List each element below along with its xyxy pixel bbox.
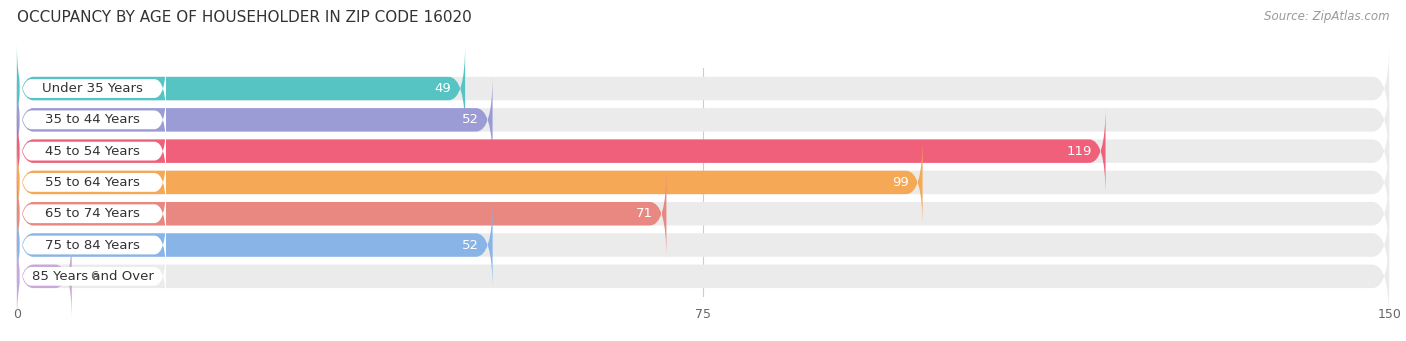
FancyBboxPatch shape — [17, 106, 1105, 196]
FancyBboxPatch shape — [17, 75, 1389, 164]
FancyBboxPatch shape — [17, 232, 1389, 321]
Text: 119: 119 — [1066, 145, 1092, 158]
FancyBboxPatch shape — [17, 232, 72, 321]
FancyBboxPatch shape — [17, 201, 1389, 290]
Text: 75 to 84 Years: 75 to 84 Years — [45, 239, 141, 252]
Text: Under 35 Years: Under 35 Years — [42, 82, 143, 95]
Text: 85 Years and Over: 85 Years and Over — [32, 270, 153, 283]
FancyBboxPatch shape — [17, 106, 1389, 196]
FancyBboxPatch shape — [17, 138, 1389, 227]
Text: OCCUPANCY BY AGE OF HOUSEHOLDER IN ZIP CODE 16020: OCCUPANCY BY AGE OF HOUSEHOLDER IN ZIP C… — [17, 10, 471, 25]
FancyBboxPatch shape — [20, 90, 166, 150]
Text: 52: 52 — [461, 239, 479, 252]
FancyBboxPatch shape — [17, 44, 465, 133]
FancyBboxPatch shape — [20, 215, 166, 275]
Text: 65 to 74 Years: 65 to 74 Years — [45, 207, 141, 220]
FancyBboxPatch shape — [17, 169, 666, 258]
FancyBboxPatch shape — [20, 121, 166, 181]
FancyBboxPatch shape — [17, 138, 922, 227]
Text: 49: 49 — [434, 82, 451, 95]
Text: 71: 71 — [636, 207, 652, 220]
FancyBboxPatch shape — [20, 184, 166, 244]
Text: 99: 99 — [891, 176, 908, 189]
Text: Source: ZipAtlas.com: Source: ZipAtlas.com — [1264, 10, 1389, 23]
FancyBboxPatch shape — [17, 75, 492, 164]
Text: 52: 52 — [461, 113, 479, 126]
Text: 6: 6 — [90, 270, 98, 283]
FancyBboxPatch shape — [17, 44, 1389, 133]
FancyBboxPatch shape — [20, 59, 166, 119]
FancyBboxPatch shape — [17, 169, 1389, 258]
FancyBboxPatch shape — [17, 201, 492, 290]
FancyBboxPatch shape — [20, 246, 166, 306]
Text: 35 to 44 Years: 35 to 44 Years — [45, 113, 141, 126]
FancyBboxPatch shape — [20, 152, 166, 212]
Text: 55 to 64 Years: 55 to 64 Years — [45, 176, 141, 189]
Text: 45 to 54 Years: 45 to 54 Years — [45, 145, 141, 158]
